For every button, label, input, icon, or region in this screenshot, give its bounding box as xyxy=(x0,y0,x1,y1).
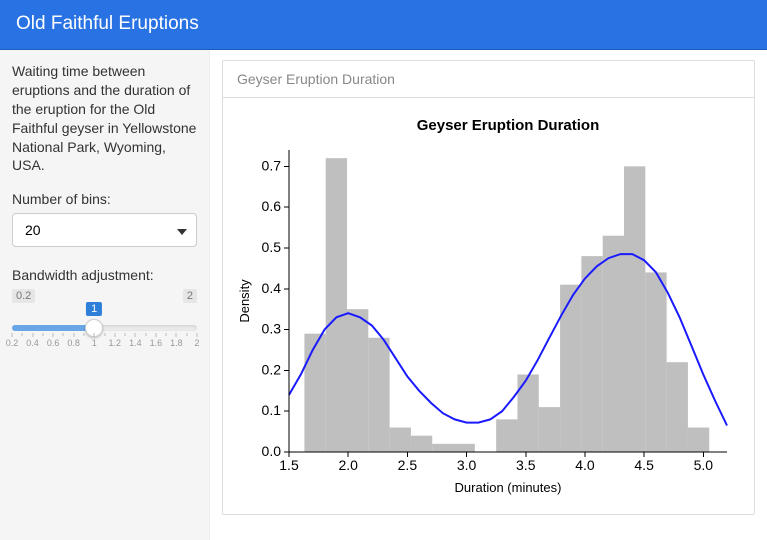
svg-text:0.3: 0.3 xyxy=(262,321,282,337)
svg-text:3.0: 3.0 xyxy=(457,457,477,473)
svg-text:2.0: 2.0 xyxy=(338,457,358,473)
bins-label: Number of bins: xyxy=(12,191,197,207)
histogram-bar xyxy=(347,309,368,452)
bandwidth-fill xyxy=(12,325,94,331)
bandwidth-ticks: 0.20.40.60.811.21.41.61.82 xyxy=(12,333,197,347)
histogram-bar xyxy=(560,285,581,452)
histogram-bar xyxy=(411,436,432,452)
histogram-bar xyxy=(368,338,389,452)
svg-text:4.0: 4.0 xyxy=(575,457,595,473)
histogram-bar xyxy=(454,444,475,452)
svg-text:2.5: 2.5 xyxy=(398,457,418,473)
bins-select-wrap: 10203550 xyxy=(12,213,197,247)
svg-text:0.2: 0.2 xyxy=(262,361,282,377)
histogram-bar xyxy=(688,428,709,452)
plot-panel-body: Geyser Eruption Duration 1.5 2.0 2.5 3.0 3.5 4… xyxy=(223,98,754,514)
histogram-bar xyxy=(304,334,325,452)
histogram-bar xyxy=(581,256,602,452)
svg-text:Duration (minutes): Duration (minutes) xyxy=(455,480,562,495)
layout-container: Waiting time between eruptions and the d… xyxy=(0,50,767,540)
svg-text:0.5: 0.5 xyxy=(262,239,282,255)
svg-text:0.4: 0.4 xyxy=(262,280,282,296)
histogram-bar xyxy=(539,407,560,452)
app-title: Old Faithful Eruptions xyxy=(16,13,199,34)
svg-text:3.5: 3.5 xyxy=(516,457,536,473)
main: Geyser Eruption Duration Geyser Eruption… xyxy=(210,50,767,540)
svg-text:5.0: 5.0 xyxy=(694,457,714,473)
histogram-bar xyxy=(432,444,453,452)
app-header: Old Faithful Eruptions xyxy=(0,0,767,50)
sidebar: Waiting time between eruptions and the d… xyxy=(0,50,210,540)
histogram-bar xyxy=(326,158,347,452)
histogram-bar xyxy=(603,236,624,452)
svg-text:1.5: 1.5 xyxy=(279,457,299,473)
bandwidth-min: 0.2 xyxy=(12,289,35,303)
bandwidth-minmax: 0.2 2 xyxy=(12,289,197,303)
bins-select[interactable]: 10203550 xyxy=(12,213,197,247)
svg-text:Geyser Eruption Duration: Geyser Eruption Duration xyxy=(417,117,600,134)
bandwidth-max: 2 xyxy=(183,289,197,303)
svg-text:0.7: 0.7 xyxy=(262,157,282,173)
svg-text:4.5: 4.5 xyxy=(634,457,654,473)
bandwidth-value-bubble: 1 xyxy=(86,302,102,316)
svg-text:Density: Density xyxy=(237,279,252,323)
plot-panel: Geyser Eruption Duration Geyser Eruption… xyxy=(222,60,755,515)
histogram-density-plot: Geyser Eruption Duration 1.5 2.0 2.5 3.0 3.5 4… xyxy=(229,108,739,508)
histogram-bar xyxy=(390,428,411,452)
bandwidth-label: Bandwidth adjustment: xyxy=(12,267,197,283)
histogram-bar xyxy=(496,419,517,452)
svg-text:0.6: 0.6 xyxy=(262,198,282,214)
help-text: Waiting time between eruptions and the d… xyxy=(12,62,197,175)
histogram-bar xyxy=(645,272,666,452)
histogram-bar xyxy=(667,362,688,452)
histogram-bar xyxy=(624,166,645,452)
bandwidth-slider[interactable]: 1 0.20.40.60.811.21.41.61.82 xyxy=(12,305,197,343)
plot-panel-title: Geyser Eruption Duration xyxy=(223,61,754,98)
svg-text:0.1: 0.1 xyxy=(262,402,282,418)
svg-text:0.0: 0.0 xyxy=(262,443,282,459)
